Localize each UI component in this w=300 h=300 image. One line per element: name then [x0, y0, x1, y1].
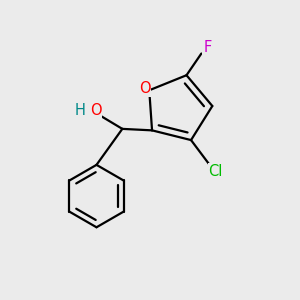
- Text: H: H: [74, 103, 85, 118]
- Text: Cl: Cl: [208, 164, 223, 179]
- Text: F: F: [203, 40, 212, 55]
- Text: O: O: [139, 81, 151, 96]
- Text: O: O: [90, 103, 101, 118]
